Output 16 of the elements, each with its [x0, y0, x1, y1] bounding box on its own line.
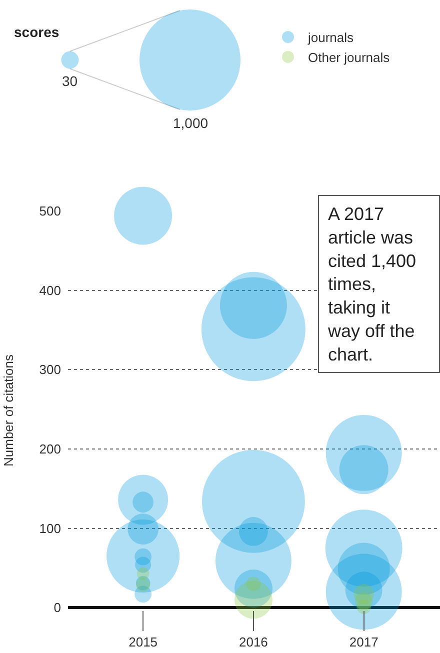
y-tick-label: 500	[39, 204, 61, 219]
y-tick-label: 400	[39, 282, 61, 298]
legend-label: 30	[62, 73, 78, 89]
annotation: A 2017 article was cited 1,400 times, taking it way off the chart.	[327, 204, 416, 364]
x-tick-label: 2017	[349, 634, 378, 650]
legend-label: journals	[307, 30, 354, 46]
legend-label: Other journals	[308, 50, 390, 65]
y-tick-label: 200	[39, 442, 61, 457]
legend-title: scores	[14, 24, 60, 40]
y-tick-label: 300	[39, 362, 61, 378]
y-tick-label: 100	[39, 520, 61, 536]
x-tick-label: 2016	[238, 634, 268, 650]
legend-label: 1,000	[173, 115, 208, 131]
x-tick-label: 2015	[128, 634, 158, 650]
y-axis-title: Number of citations	[1, 354, 16, 466]
y-tick-label: 0	[54, 600, 61, 616]
